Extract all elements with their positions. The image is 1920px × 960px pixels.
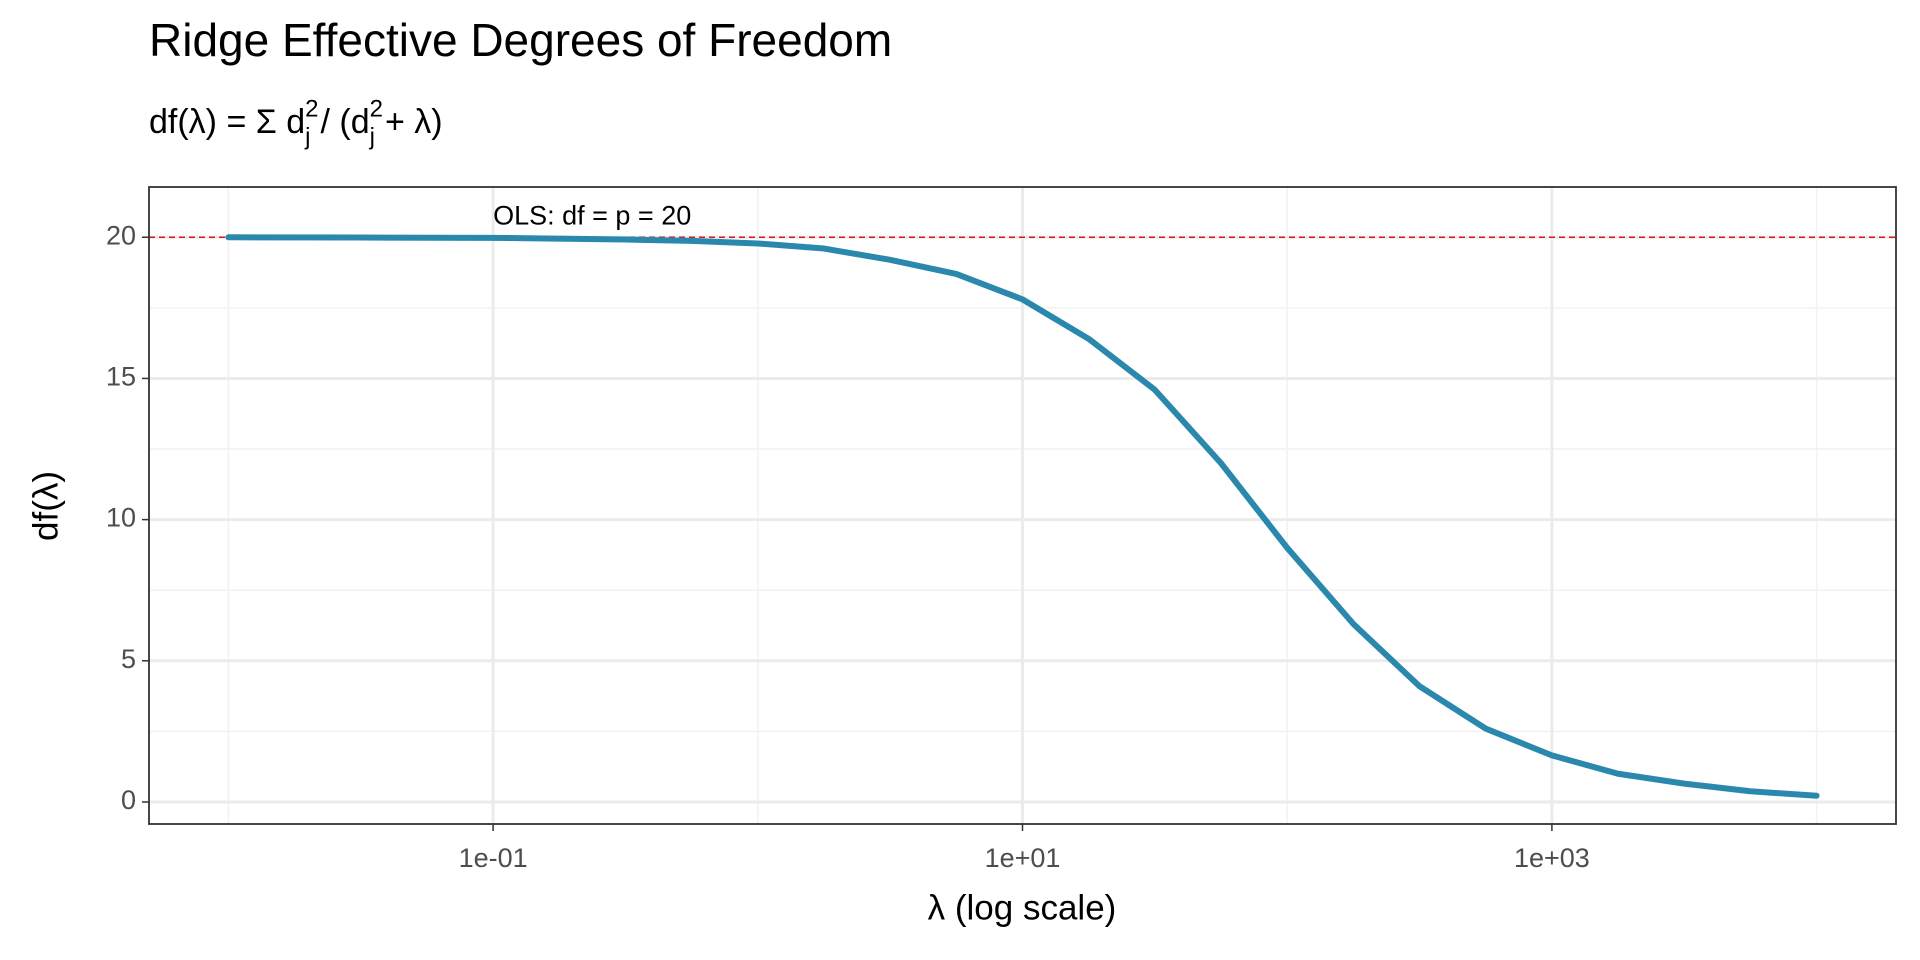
chart-subtitle: 2 — [370, 95, 383, 122]
y-tick-label: 0 — [121, 785, 136, 815]
chart-subtitle: + λ) — [385, 103, 443, 141]
x-tick-label: 1e-01 — [459, 843, 528, 873]
x-tick-label: 1e+03 — [1514, 843, 1590, 873]
y-tick-label: 10 — [106, 503, 136, 533]
annotation: OLS: df = p = 20 — [493, 201, 691, 231]
chart-subtitle: df(λ) = Σ d — [149, 103, 305, 141]
y-tick-label: 15 — [106, 362, 136, 392]
x-tick-label: 1e+01 — [985, 843, 1061, 873]
y-tick-label: 5 — [121, 644, 136, 674]
chart-subtitle: j — [304, 123, 310, 150]
chart-subtitle: j — [369, 123, 375, 150]
y-axis-title: df(λ) — [26, 471, 65, 541]
panel-border — [148, 186, 1897, 825]
y-tick-label: 20 — [106, 220, 136, 250]
data-line — [225, 234, 1820, 799]
x-axis-title: λ (log scale) — [928, 888, 1117, 927]
chart-title: Ridge Effective Degrees of Freedom — [149, 14, 892, 66]
chart-subtitle: / (d — [320, 103, 369, 141]
chart-subtitle: 2 — [305, 95, 318, 122]
